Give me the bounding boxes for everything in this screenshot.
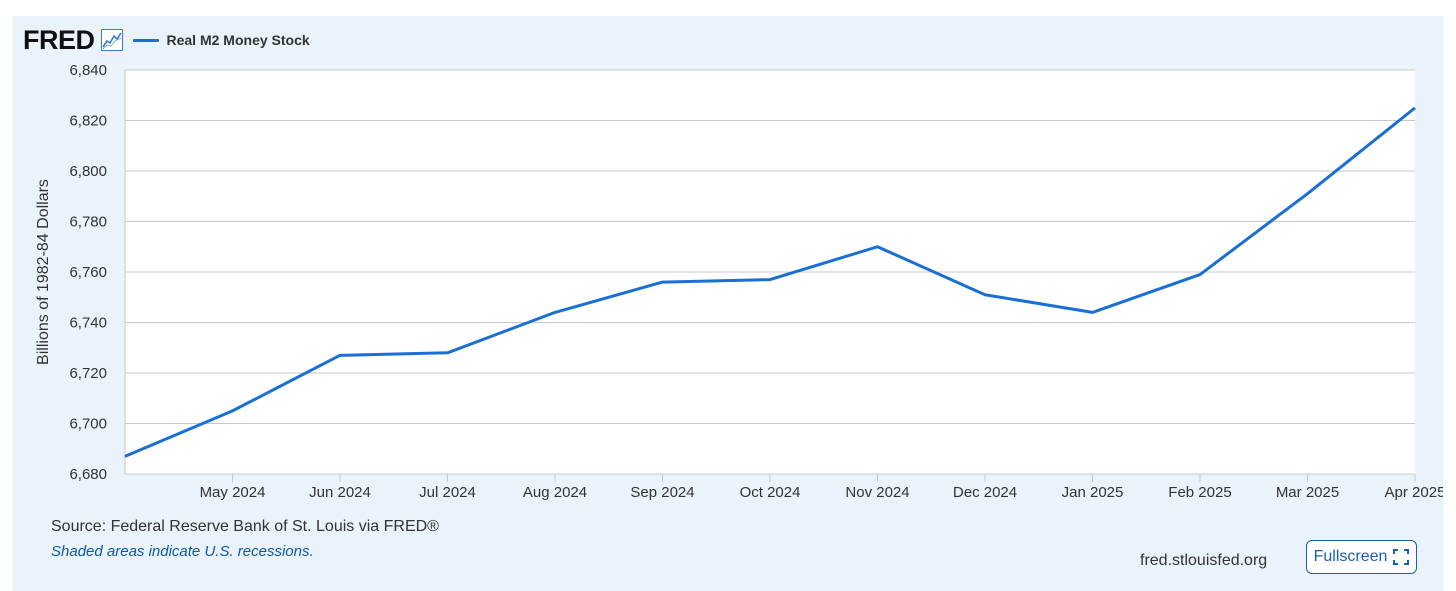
x-tick-label: Aug 2024: [523, 484, 587, 501]
y-tick-label: 6,680: [69, 466, 107, 483]
y-tick-label: 6,720: [69, 365, 107, 382]
x-tick-label: Dec 2024: [953, 484, 1017, 501]
y-axis-label: Billions of 1982-84 Dollars: [35, 179, 52, 365]
legend-label: Real M2 Money Stock: [166, 32, 310, 48]
x-tick-label: Apr 2025: [1385, 484, 1443, 501]
x-tick-label: Jul 2024: [419, 484, 476, 501]
legend-swatch: [132, 38, 159, 42]
legend: Real M2 Money Stock: [132, 32, 310, 48]
y-tick-label: 6,800: [69, 163, 107, 180]
source-text: Source: Federal Reserve Bank of St. Loui…: [51, 518, 439, 535]
line-chart-icon: [100, 29, 123, 51]
x-tick-label: Mar 2025: [1276, 484, 1339, 501]
x-axis-tick-labels: May 2024 Jun 2024 Jul 2024 Aug 2024 Sep 2024…: [200, 484, 1443, 501]
site-url[interactable]: fred.stlouisfed.org: [1140, 552, 1268, 569]
recession-note: Shaded areas indicate U.S. recessions.: [51, 543, 314, 560]
fred-logo[interactable]: FRED: [23, 25, 95, 55]
x-tick-label: Jan 2025: [1062, 484, 1124, 501]
header: FRED Real M2 Money Stock: [23, 26, 310, 54]
x-tick-label: Nov 2024: [845, 484, 909, 501]
line-chart: 6,680 6,700 6,720 6,740 6,760 6,780 6,800 6,820…: [35, 62, 1443, 501]
y-tick-label: 6,840: [69, 62, 107, 79]
x-tick-label: May 2024: [200, 484, 266, 501]
fullscreen-label: Fullscreen: [1313, 548, 1388, 565]
expand-icon: [1393, 549, 1410, 565]
y-tick-label: 6,820: [69, 113, 107, 130]
y-axis-tick-labels: 6,680 6,700 6,720 6,740 6,760 6,780 6,800 6,820…: [69, 62, 107, 483]
y-tick-label: 6,740: [69, 315, 107, 332]
y-tick-label: 6,760: [69, 264, 107, 281]
x-tick-label: Feb 2025: [1168, 484, 1231, 501]
chart-frame: 6,680 6,700 6,720 6,740 6,760 6,780 6,800 6,820…: [13, 16, 1443, 591]
fullscreen-button[interactable]: Fullscreen: [1306, 540, 1417, 574]
y-tick-label: 6,780: [69, 214, 107, 231]
y-tick-label: 6,700: [69, 416, 107, 433]
x-tick-label: Oct 2024: [740, 484, 801, 501]
x-tick-label: Jun 2024: [309, 484, 371, 501]
series-line[interactable]: [124, 106, 1416, 458]
grid-lines: [124, 69, 1416, 482]
x-tick-label: Sep 2024: [630, 484, 694, 501]
series-lines: [124, 106, 1416, 458]
